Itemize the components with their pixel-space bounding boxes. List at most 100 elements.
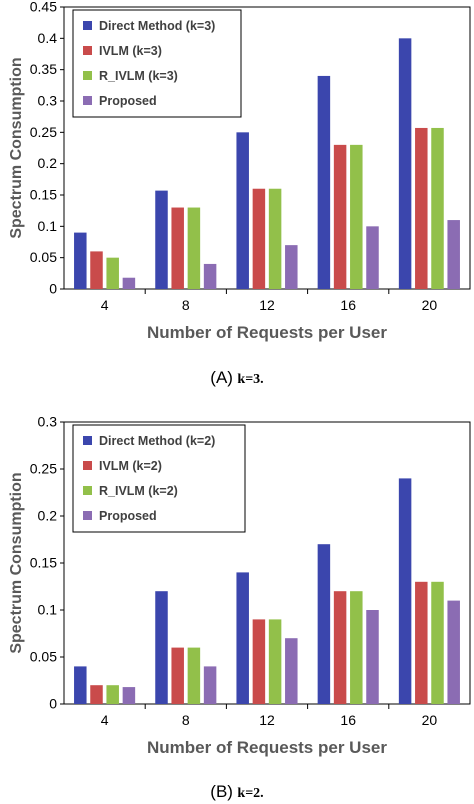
chart-b-legend-swatch bbox=[83, 511, 92, 520]
chart-a-bar bbox=[74, 232, 87, 289]
chart-b-legend-label: Direct Method (k=2) bbox=[99, 434, 215, 448]
chart-a-bar bbox=[203, 263, 217, 289]
chart-b-x-axis-title: Number of Requests per User bbox=[147, 738, 387, 757]
chart-a-legend-label: Direct Method (k=3) bbox=[99, 19, 215, 33]
chart-a-y-tick-label: 0.1 bbox=[38, 218, 58, 234]
chart-b-bar bbox=[74, 666, 87, 704]
chart-a-bar bbox=[431, 127, 444, 290]
chart-b-legend-label: R_IVLM (k=2) bbox=[99, 484, 178, 498]
chart-a-bar bbox=[447, 220, 460, 289]
chart-b-y-tick-label: 0.05 bbox=[30, 649, 57, 665]
chart-a: 0 0.05 0.1 0.15 0.2 0.25 0.3 0.35 0.4 0.45 4 8 12 16 2… bbox=[0, 0, 474, 400]
chart-a-x-tick-label: 20 bbox=[422, 297, 438, 313]
chart-b-caption: (B) k=2. bbox=[0, 782, 474, 802]
chart-a-y-tick-label: 0.4 bbox=[38, 30, 58, 46]
chart-a-x-tick-label: 16 bbox=[340, 297, 356, 313]
chart-b-bar bbox=[415, 581, 428, 704]
chart-b-bar bbox=[333, 591, 347, 704]
chart-b-bar bbox=[252, 619, 266, 704]
chart-a-bar bbox=[90, 251, 103, 289]
chart-a-x-tick-label: 12 bbox=[259, 297, 275, 313]
chart-a-y-tick-label: 0 bbox=[49, 281, 57, 297]
chart-b-x-tick-label: 12 bbox=[259, 712, 275, 728]
chart-b-y-axis-title: Spectrum Consumption bbox=[8, 472, 25, 653]
chart-b-y-tick-label: 0 bbox=[49, 696, 57, 712]
chart-b-bar bbox=[122, 687, 136, 704]
chart-a-bar bbox=[187, 207, 201, 289]
chart-b-y-tick-label: 0.25 bbox=[30, 461, 57, 477]
chart-a-y-tick-label: 0.2 bbox=[38, 155, 58, 171]
chart-b-caption-sub: k=2. bbox=[237, 786, 264, 801]
chart-b-bar bbox=[203, 666, 217, 704]
chart-b-bar bbox=[447, 600, 460, 704]
chart-a-legend-swatch bbox=[83, 21, 92, 30]
chart-b-bar bbox=[171, 647, 184, 704]
chart-a-x-tick-label: 4 bbox=[101, 297, 109, 313]
chart-b-x-tick-label: 16 bbox=[340, 712, 356, 728]
chart-b-svg: 0 0.05 0.1 0.15 0.2 0.25 0.3 4 8 12 16 20 Number of … bbox=[8, 414, 471, 757]
chart-a-legend-label: IVLM (k=3) bbox=[99, 44, 162, 58]
chart-a-bar bbox=[171, 207, 184, 289]
chart-b-bar bbox=[155, 591, 168, 704]
chart-b-bar bbox=[350, 591, 363, 704]
chart-a-bar bbox=[155, 190, 168, 289]
chart-a-bar bbox=[252, 188, 266, 289]
chart-a-y-axis-title: Spectrum Consumption bbox=[8, 57, 25, 238]
chart-a-bar bbox=[285, 245, 298, 289]
chart-b-bar bbox=[236, 572, 249, 704]
chart-b-bar bbox=[90, 685, 103, 704]
chart-b-x-tick-label: 20 bbox=[422, 712, 438, 728]
chart-a-bar bbox=[415, 127, 428, 290]
chart-b-bar bbox=[106, 685, 119, 704]
chart-a-y-tick-label: 0.15 bbox=[30, 187, 57, 203]
chart-a-legend-label: Proposed bbox=[99, 94, 157, 108]
chart-a-bar bbox=[366, 226, 379, 289]
chart-b-legend-swatch bbox=[83, 486, 92, 495]
chart-a-bar bbox=[317, 75, 331, 289]
chart-b-x-tick-label: 4 bbox=[101, 712, 109, 728]
chart-b-y-tick-label: 0.3 bbox=[38, 414, 58, 430]
chart-a-legend-swatch bbox=[83, 71, 92, 80]
chart-b-bar bbox=[366, 610, 379, 704]
chart-a-caption-sub: k=3. bbox=[237, 372, 264, 387]
chart-a-y-tick-label: 0.25 bbox=[30, 124, 57, 140]
chart-a-bar bbox=[268, 188, 282, 289]
chart-b-bar bbox=[398, 478, 412, 704]
chart-b-bar bbox=[317, 544, 331, 704]
chart-b-x-tick-label: 8 bbox=[182, 712, 190, 728]
chart-b-y-tick-label: 0.15 bbox=[30, 555, 57, 571]
chart-a-bar bbox=[122, 277, 136, 289]
chart-a-legend-swatch bbox=[83, 96, 92, 105]
chart-b-legend-swatch bbox=[83, 436, 92, 445]
chart-b-bar bbox=[431, 581, 444, 704]
chart-a-legend-label: R_IVLM (k=3) bbox=[99, 69, 178, 83]
chart-a-bar bbox=[236, 132, 249, 289]
chart-a-plot-area bbox=[63, 6, 471, 290]
chart-a-bar bbox=[106, 257, 119, 289]
chart-a-legend-swatch bbox=[83, 46, 92, 55]
chart-b-legend bbox=[72, 424, 246, 533]
chart-a-y-tick-label: 0.3 bbox=[38, 93, 58, 109]
chart-b-bar bbox=[187, 647, 201, 704]
chart-a-bar bbox=[350, 144, 363, 289]
chart-a-caption: (A) k=3. bbox=[0, 368, 474, 388]
chart-a-bar bbox=[398, 38, 412, 290]
chart-a-svg: 0 0.05 0.1 0.15 0.2 0.25 0.3 0.35 0.4 0.45 4 8 12 16 2… bbox=[8, 0, 471, 342]
chart-a-bar bbox=[333, 144, 347, 289]
chart-b-legend-label: IVLM (k=2) bbox=[99, 459, 162, 473]
chart-a-caption-letter: (A) bbox=[210, 368, 233, 387]
chart-b-legend-label: Proposed bbox=[99, 509, 157, 523]
chart-a-y-tick-label: 0.45 bbox=[30, 0, 57, 15]
chart-b-y-tick-label: 0.1 bbox=[38, 602, 58, 618]
chart-b-caption-letter: (B) bbox=[210, 782, 233, 801]
chart-b-legend-swatch bbox=[83, 461, 92, 470]
chart-b-bar bbox=[285, 638, 298, 704]
chart-a-x-tick-label: 8 bbox=[182, 297, 190, 313]
chart-a-legend bbox=[72, 9, 242, 118]
chart-b-bar bbox=[268, 619, 282, 704]
chart-b-y-tick-label: 0.2 bbox=[38, 508, 58, 524]
chart-b: 0 0.05 0.1 0.15 0.2 0.25 0.3 4 8 12 16 20 Number of … bbox=[0, 402, 474, 804]
chart-a-y-tick-label: 0.35 bbox=[30, 61, 57, 77]
chart-a-x-axis-title: Number of Requests per User bbox=[147, 323, 387, 342]
chart-a-y-tick-label: 0.05 bbox=[30, 249, 57, 265]
